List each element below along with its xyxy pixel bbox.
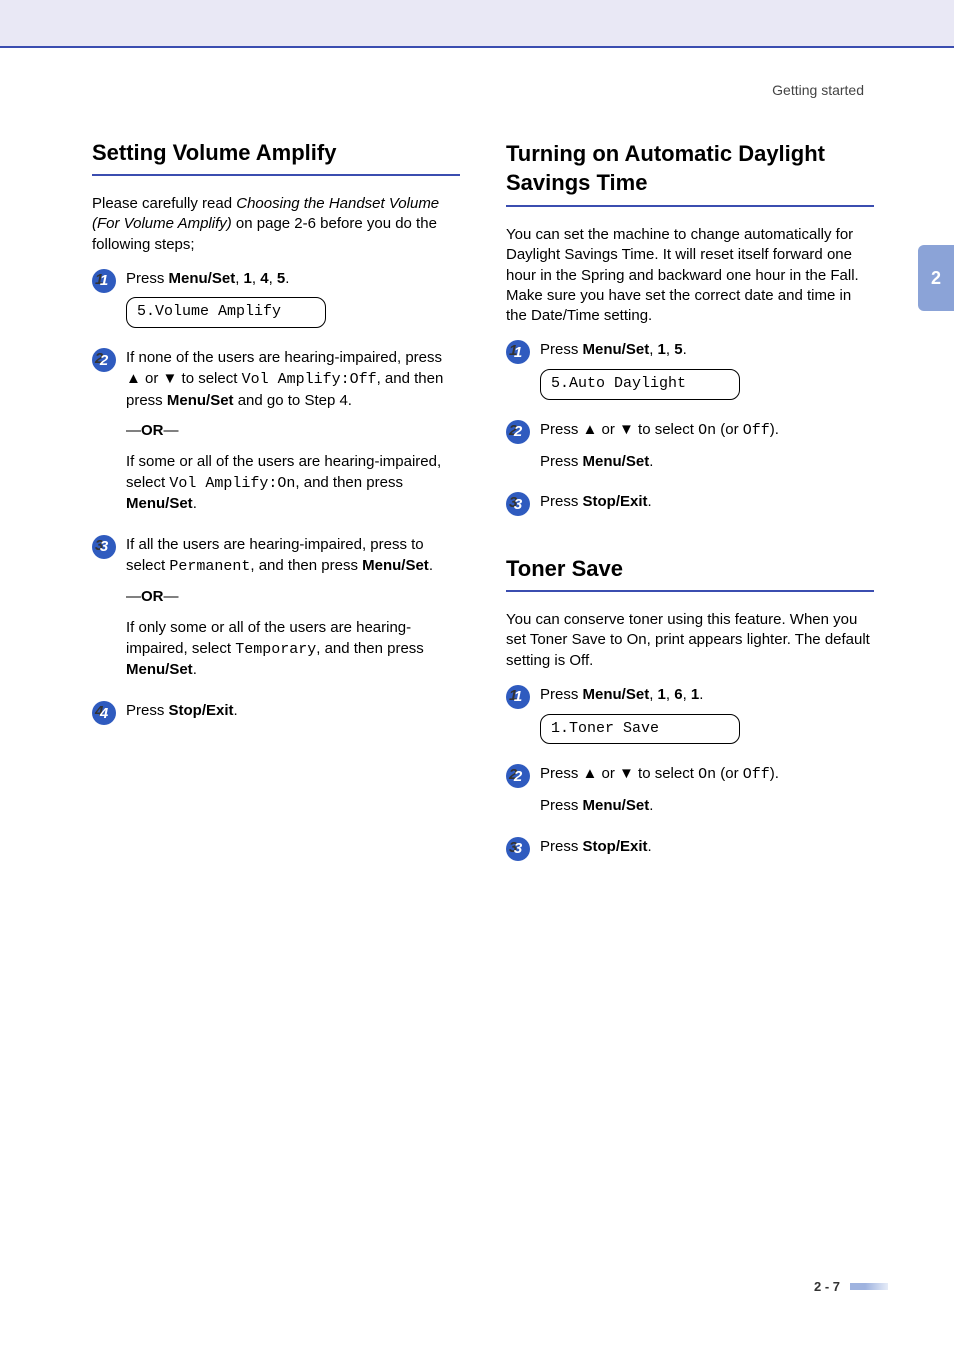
running-header: Getting started — [772, 82, 864, 98]
lcd-display: 5.Auto Daylight — [540, 369, 740, 400]
section-intro: You can conserve toner using this featur… — [506, 610, 874, 671]
page-content: Setting Volume Amplify Please carefully r… — [92, 140, 894, 901]
chapter-tab: 2 — [918, 245, 954, 311]
step-body: Press Menu/Set, 1, 6, 1.1.Toner Save — [540, 685, 874, 754]
step: 11 Press Menu/Set, 1, 6, 1.1.Toner Save — [506, 685, 874, 754]
footer-gradient-bar — [850, 1283, 888, 1290]
step-body: Press Menu/Set, 1, 4, 5.5.Volume Amplify — [126, 269, 460, 338]
step-body: Press Stop/Exit. — [126, 701, 460, 722]
left-column: Setting Volume Amplify Please carefully r… — [92, 140, 460, 901]
step-body: If none of the users are hearing-impaire… — [126, 348, 460, 525]
step-number-badge: 11 — [92, 269, 116, 293]
step: 22 Press ▲ or ▼ to select On (or Off).Pre… — [506, 420, 874, 482]
right-column: Turning on Automatic Daylight Savings Ti… — [506, 140, 874, 901]
step-body: Press Stop/Exit. — [540, 492, 874, 513]
lcd-display: 5.Volume Amplify — [126, 297, 326, 328]
page-number: 2 - 7 — [814, 1279, 840, 1294]
or-divider: —OR— — [126, 587, 460, 608]
step-number-badge: 22 — [506, 764, 530, 788]
section: Setting Volume Amplify Please carefully r… — [92, 140, 460, 725]
section-intro: You can set the machine to change automa… — [506, 225, 874, 326]
step-number-badge: 22 — [92, 348, 116, 372]
step: 33 Press Stop/Exit. — [506, 837, 874, 861]
step-number-badge: 11 — [506, 340, 530, 364]
page-footer: 2 - 7 — [814, 1279, 888, 1294]
section-heading: Toner Save — [506, 556, 874, 592]
step-body: Press ▲ or ▼ to select On (or Off).Press… — [540, 764, 874, 826]
step-number-badge: 33 — [506, 492, 530, 516]
step: 22 If none of the users are hearing-impai… — [92, 348, 460, 525]
step-number-badge: 44 — [92, 701, 116, 725]
step: 11 Press Menu/Set, 1, 5.5.Auto Daylight — [506, 340, 874, 409]
step: 11 Press Menu/Set, 1, 4, 5.5.Volume Ampli… — [92, 269, 460, 338]
step-number-badge: 33 — [506, 837, 530, 861]
section: Turning on Automatic Daylight Savings Ti… — [506, 140, 874, 516]
step: 33 If all the users are hearing-impaired,… — [92, 535, 460, 691]
section-intro: Please carefully read Choosing the Hands… — [92, 194, 460, 255]
step-number-badge: 33 — [92, 535, 116, 559]
step: 44 Press Stop/Exit. — [92, 701, 460, 725]
step-number-badge: 11 — [506, 685, 530, 709]
lcd-display: 1.Toner Save — [540, 714, 740, 745]
top-accent-band — [0, 0, 954, 48]
section: Toner Save You can conserve toner using t… — [506, 556, 874, 861]
step-body: Press Menu/Set, 1, 5.5.Auto Daylight — [540, 340, 874, 409]
step-body: Press ▲ or ▼ to select On (or Off).Press… — [540, 420, 874, 482]
or-divider: —OR— — [126, 421, 460, 442]
step: 22 Press ▲ or ▼ to select On (or Off).Pre… — [506, 764, 874, 826]
step-body: Press Stop/Exit. — [540, 837, 874, 858]
step: 33 Press Stop/Exit. — [506, 492, 874, 516]
step-body: If all the users are hearing-impaired, p… — [126, 535, 460, 691]
section-heading: Setting Volume Amplify — [92, 140, 460, 176]
step-number-badge: 22 — [506, 420, 530, 444]
section-heading: Turning on Automatic Daylight Savings Ti… — [506, 140, 874, 207]
